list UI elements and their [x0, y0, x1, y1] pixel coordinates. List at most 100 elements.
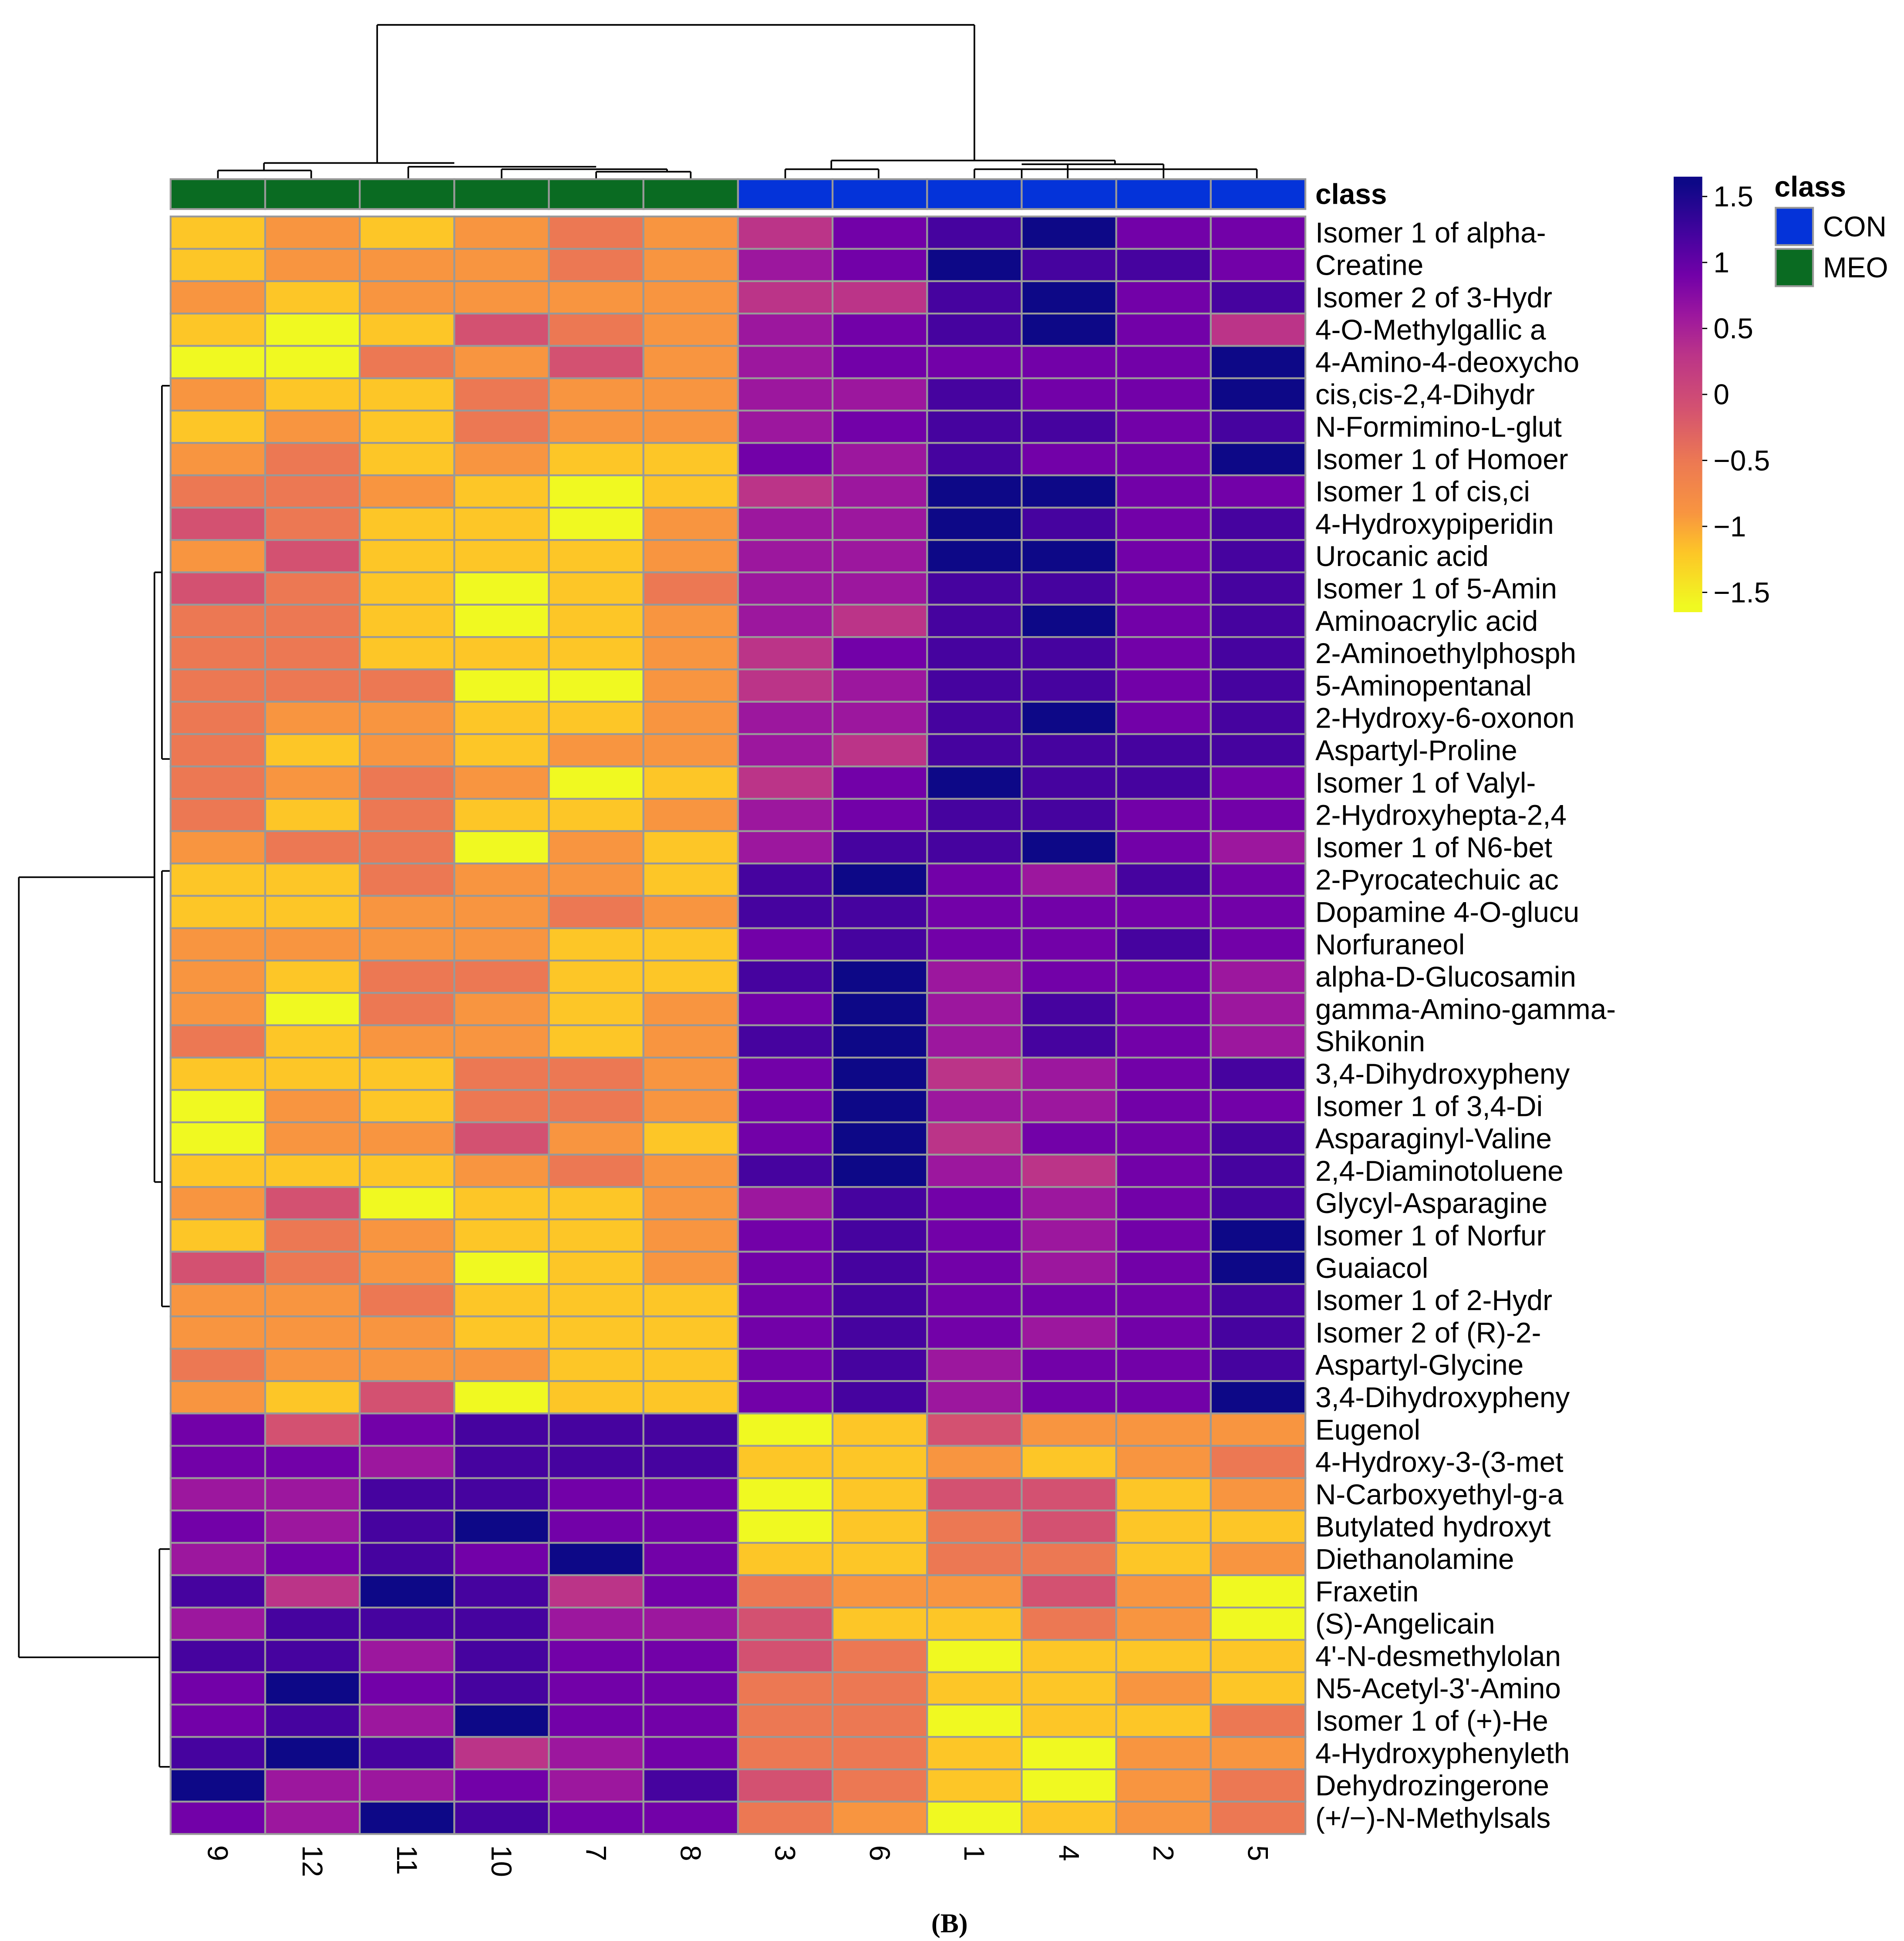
- heatmap-cell: [1115, 1089, 1212, 1123]
- heatmap-cell: [642, 1056, 739, 1091]
- heatmap-cell: [453, 733, 550, 768]
- row-label: (+/−)-N-Methylsals: [1315, 1802, 1550, 1834]
- column-label: 2: [1147, 1845, 1179, 1861]
- heatmap-cell: [169, 1510, 266, 1544]
- heatmap-cell: [169, 1445, 266, 1479]
- heatmap-cell: [832, 571, 928, 606]
- heatmap-cell: [264, 1800, 361, 1835]
- heatmap-cell: [737, 1703, 834, 1738]
- heatmap-cell: [737, 927, 834, 962]
- heatmap-cell: [642, 377, 739, 412]
- row-label: Isomer 1 of (+)-He: [1315, 1705, 1548, 1737]
- heatmap-cell: [1210, 830, 1307, 865]
- heatmap-cell: [832, 701, 928, 735]
- row-label: Isomer 1 of 5-Amin: [1315, 573, 1557, 605]
- heatmap-cell: [169, 701, 266, 735]
- heatmap-cell: [264, 312, 361, 347]
- heatmap-cell: [169, 1315, 266, 1350]
- heatmap-cell: [737, 830, 834, 865]
- heatmap-cell: [548, 1024, 644, 1059]
- heatmap-cell: [737, 1024, 834, 1059]
- heatmap-cell: [926, 1024, 1023, 1059]
- heatmap-cell: [1021, 1024, 1117, 1059]
- heatmap-cell: [1115, 1768, 1212, 1803]
- class-legend-title: class: [1774, 171, 1846, 203]
- heatmap-cell: [1210, 1056, 1307, 1091]
- heatmap-cell: [737, 733, 834, 768]
- heatmap-cell: [1210, 1703, 1307, 1738]
- heatmap-cell: [642, 895, 739, 929]
- heatmap-cell: [642, 312, 739, 347]
- row-label: 2,4-Diaminotoluene: [1315, 1155, 1564, 1187]
- heatmap-cell: [1021, 474, 1117, 509]
- heatmap-cell: [1210, 733, 1307, 768]
- heatmap-cell: [832, 474, 928, 509]
- heatmap-cell: [926, 248, 1023, 282]
- heatmap-cell: [169, 409, 266, 444]
- heatmap-cell: [926, 765, 1023, 800]
- heatmap-cell: [926, 927, 1023, 962]
- heatmap-cell: [1115, 312, 1212, 347]
- heatmap-cell: [453, 1283, 550, 1318]
- heatmap-cell: [1021, 603, 1117, 638]
- heatmap-cell: [169, 603, 266, 638]
- heatmap-cell: [832, 603, 928, 638]
- heatmap-cell: [169, 765, 266, 800]
- row-label: gamma-Amino-gamma-: [1315, 993, 1616, 1025]
- heatmap-cell: [1210, 506, 1307, 541]
- heatmap-cell: [1021, 1800, 1117, 1835]
- class-cell-meo: [453, 178, 550, 210]
- heatmap-cell: [642, 1089, 739, 1123]
- heatmap-cell: [737, 1639, 834, 1673]
- heatmap-cell: [1115, 248, 1212, 282]
- heatmap-cell: [1115, 216, 1212, 250]
- heatmap-cell: [1115, 442, 1212, 476]
- heatmap-cell: [453, 1703, 550, 1738]
- heatmap-cell: [359, 765, 455, 800]
- heatmap-cell: [1115, 1121, 1212, 1156]
- heatmap-cell: [1115, 280, 1212, 315]
- heatmap-cell: [737, 798, 834, 832]
- heatmap-cell: [264, 539, 361, 573]
- heatmap-cell: [642, 798, 739, 832]
- heatmap-cell: [548, 1412, 644, 1447]
- heatmap-cell: [1115, 603, 1212, 638]
- heatmap-cell: [548, 1542, 644, 1576]
- heatmap-cell: [359, 603, 455, 638]
- heatmap-cell: [169, 345, 266, 379]
- heatmap-cell: [737, 442, 834, 476]
- heatmap-cell: [832, 216, 928, 250]
- heatmap-cell: [548, 636, 644, 671]
- heatmap-cell: [1021, 1250, 1117, 1285]
- heatmap-cell: [832, 895, 928, 929]
- heatmap-cell: [832, 992, 928, 1026]
- heatmap-cell: [359, 1768, 455, 1803]
- heatmap-cell: [926, 1186, 1023, 1220]
- heatmap-cell: [453, 442, 550, 476]
- heatmap-cell: [453, 798, 550, 832]
- heatmap-cell: [169, 733, 266, 768]
- row-label: 2-Hydroxy-6-oxonon: [1315, 702, 1574, 734]
- heatmap-cell: [737, 959, 834, 994]
- heatmap-cell: [1115, 1477, 1212, 1512]
- column-label: 5: [1242, 1845, 1274, 1861]
- heatmap-cell: [926, 280, 1023, 315]
- heatmap-cell: [264, 603, 361, 638]
- heatmap-cell: [453, 1186, 550, 1220]
- heatmap-cell: [453, 571, 550, 606]
- heatmap-cell: [359, 1606, 455, 1641]
- heatmap-cell: [926, 1768, 1023, 1803]
- class-cell-meo: [642, 178, 739, 210]
- heatmap-cell: [642, 1574, 739, 1609]
- heatmap-cell: [1021, 1186, 1117, 1220]
- heatmap-cell: [548, 216, 644, 250]
- heatmap-cell: [453, 1153, 550, 1188]
- heatmap-cell: [832, 1703, 928, 1738]
- heatmap-cell: [926, 571, 1023, 606]
- heatmap-cell: [1021, 1542, 1117, 1576]
- heatmap-cell: [926, 1153, 1023, 1188]
- heatmap-cell: [264, 668, 361, 703]
- heatmap-cell: [832, 1024, 928, 1059]
